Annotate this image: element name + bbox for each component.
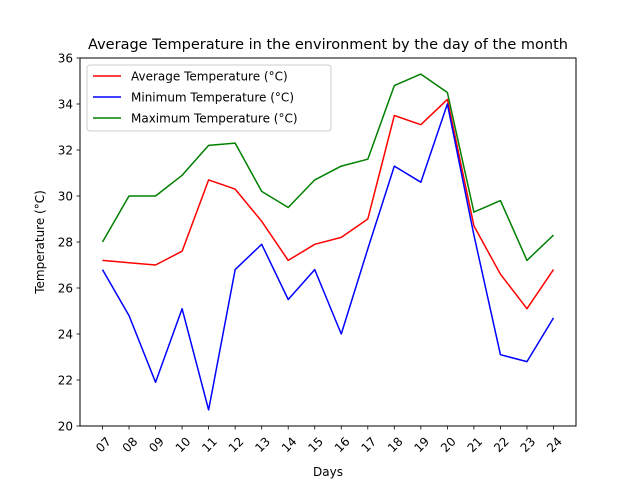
y-tick-label: 36 <box>58 52 73 66</box>
legend-label-3: Maximum Temperature (°C) <box>131 112 298 126</box>
y-axis: 20 22 24 26 28 30 32 34 36 <box>58 52 80 434</box>
series-line-2 <box>101 103 555 411</box>
legend-box <box>86 64 332 132</box>
y-tick-label: 32 <box>58 144 73 158</box>
legend-label-2: Minimum Temperature (°C) <box>131 91 294 105</box>
series-line-3 <box>101 73 555 262</box>
y-tick-label: 24 <box>58 328 73 342</box>
y-tick-label: 34 <box>58 98 73 112</box>
legend-label-1: Average Temperature (°C) <box>131 70 288 84</box>
x-axis-label: Days <box>313 465 343 479</box>
y-tick-label: 28 <box>58 236 73 250</box>
y-tick-label: 20 <box>58 420 73 434</box>
y-tick-label: 30 <box>58 190 73 204</box>
y-tick-label: 26 <box>58 282 73 296</box>
y-axis-label: Temperature (°C) <box>33 190 47 295</box>
x-axis: 07 08 09 10 11 12 13 14 15 16 17 18 19 20 21 22 23 24 <box>93 426 565 455</box>
series-layer <box>101 73 555 411</box>
legend: Average Temperature (°C) Minimum Temperat… <box>86 64 332 132</box>
y-tick-label: 22 <box>58 374 73 388</box>
series-line-1 <box>102 98 555 310</box>
chart-title: Average Temperature in the environment b… <box>88 37 568 53</box>
